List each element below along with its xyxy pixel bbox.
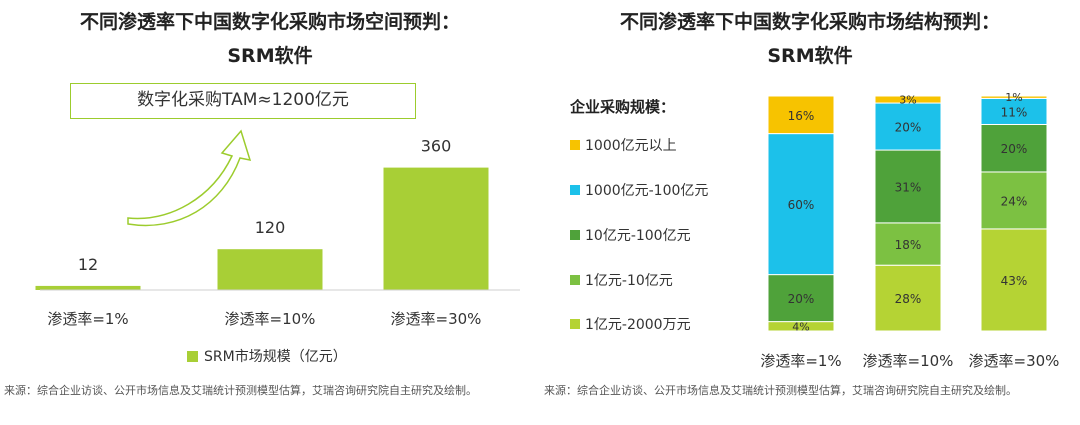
stacked-segment bbox=[874, 222, 942, 266]
segment-label: 43% bbox=[1001, 274, 1028, 288]
segment-label: 1% bbox=[1005, 91, 1022, 104]
legend-label: SRM市场规模（亿元） bbox=[204, 349, 347, 365]
legend-item: 10亿元-100亿元 bbox=[570, 227, 691, 245]
x-tick-label: 渗透率=1% bbox=[760, 352, 841, 370]
right-stacked-bar-chart: 4%20%60%16%28%18%31%20%3%43%24%20%11%1% … bbox=[760, 91, 1060, 370]
right-legend-title: 企业采购规模： bbox=[570, 98, 676, 116]
stacked-segment bbox=[874, 264, 942, 332]
stacked-segment bbox=[980, 171, 1048, 230]
legend-label: 1000亿元以上 bbox=[585, 138, 677, 154]
left-title-line1: 不同渗透率下中国数字化采购市场空间预判： bbox=[79, 11, 460, 33]
legend-item: 1亿元-2000万元 bbox=[570, 316, 691, 334]
stacked-segment bbox=[980, 95, 1048, 99]
legend-swatch bbox=[570, 275, 580, 285]
bar bbox=[383, 167, 489, 290]
stacked-segment bbox=[767, 274, 835, 323]
x-tick-label: 渗透率=30% bbox=[391, 310, 482, 328]
legend-swatch bbox=[570, 140, 580, 150]
growth-arrow-icon bbox=[127, 129, 252, 227]
segment-label: 28% bbox=[895, 292, 922, 306]
segment-label: 3% bbox=[899, 94, 916, 107]
segment-label: 16% bbox=[788, 109, 815, 123]
segment-label: 20% bbox=[788, 292, 815, 306]
bar-value-label: 120 bbox=[255, 218, 286, 237]
x-tick-label: 渗透率=1% bbox=[47, 310, 128, 328]
legend-label: 1亿元-2000万元 bbox=[585, 317, 691, 333]
segment-label: 20% bbox=[1001, 142, 1028, 156]
bar bbox=[217, 249, 323, 290]
right-title-line1: 不同渗透率下中国数字化采购市场结构预判： bbox=[619, 11, 1000, 33]
legend-swatch bbox=[570, 319, 580, 329]
stacked-segment bbox=[980, 97, 1048, 125]
legend-label: 10亿元-100亿元 bbox=[585, 228, 691, 244]
segment-label: 60% bbox=[788, 198, 815, 212]
stacked-segment bbox=[767, 133, 835, 276]
bar bbox=[35, 285, 141, 290]
bar-value-label: 360 bbox=[421, 137, 452, 156]
x-tick-label: 渗透率=10% bbox=[863, 352, 954, 370]
right-source-note: 来源：综合企业访谈、公开市场信息及艾瑞统计预测模型估算，艾瑞咨询研究院自主研究及… bbox=[544, 384, 1017, 397]
stacked-segment bbox=[980, 123, 1048, 173]
stacked-segment bbox=[767, 95, 835, 135]
legend-label: 1亿元-10亿元 bbox=[585, 273, 673, 289]
stacked-segment bbox=[874, 149, 942, 224]
right-title-line2: SRM软件 bbox=[767, 45, 853, 67]
segment-label: 20% bbox=[895, 121, 922, 135]
x-tick-label: 渗透率=30% bbox=[969, 352, 1060, 370]
left-title-line2: SRM软件 bbox=[227, 45, 313, 67]
stacked-segment bbox=[980, 228, 1048, 332]
segment-label: 31% bbox=[895, 180, 922, 194]
legend-item: 1亿元-10亿元 bbox=[570, 272, 673, 290]
x-tick-label: 渗透率=10% bbox=[225, 310, 316, 328]
right-panel: 不同渗透率下中国数字化采购市场结构预判： SRM软件 企业采购规模： 1000亿… bbox=[540, 0, 1080, 425]
legend-item: 1000亿元以上 bbox=[570, 137, 677, 155]
legend-swatch bbox=[187, 351, 198, 362]
bar-value-label: 12 bbox=[78, 255, 98, 274]
stacked-segment bbox=[874, 95, 942, 104]
legend-item: 1000亿元-100亿元 bbox=[570, 182, 708, 200]
stacked-segment bbox=[874, 102, 942, 151]
segment-label: 11% bbox=[1001, 105, 1028, 119]
tam-callout: 数字化采购TAM≈1200亿元 bbox=[70, 83, 416, 119]
segment-label: 4% bbox=[792, 320, 809, 333]
left-bar-chart: 12 渗透率=1% 120 渗透率=10% 360 渗透率=30% bbox=[35, 129, 520, 328]
left-legend: SRM市场规模（亿元） bbox=[187, 347, 347, 367]
segment-label: 24% bbox=[1001, 194, 1028, 208]
legend-swatch bbox=[570, 230, 580, 240]
left-source-note: 来源：综合企业访谈、公开市场信息及艾瑞统计预测模型估算，艾瑞咨询研究院自主研究及… bbox=[4, 384, 477, 397]
legend-swatch bbox=[570, 185, 580, 195]
legend-label: 1000亿元-100亿元 bbox=[585, 183, 709, 199]
left-panel: 不同渗透率下中国数字化采购市场空间预判： SRM软件 数字化采购TAM≈1200… bbox=[4, 11, 520, 397]
segment-label: 18% bbox=[895, 238, 922, 252]
